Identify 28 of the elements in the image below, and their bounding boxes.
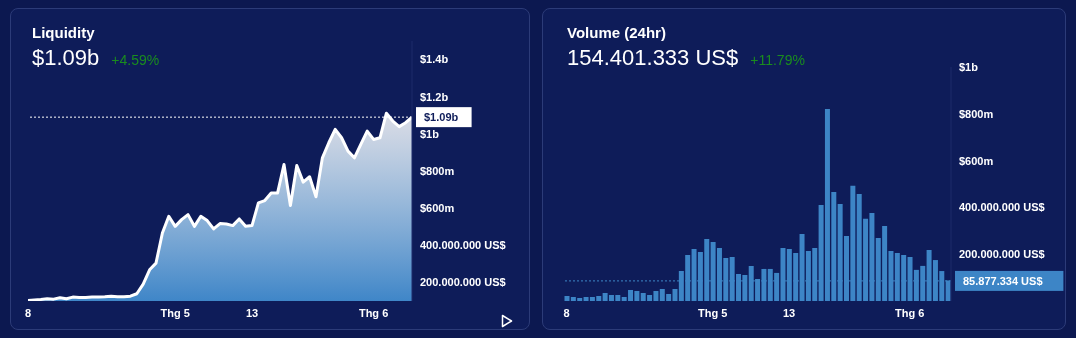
x-tick-label: Thg 6: [358, 306, 389, 319]
y-tick-label: 400.000.000 US$: [959, 201, 1045, 214]
x-tick-label: 13: [782, 306, 796, 319]
y-tick-label: $600m: [959, 154, 994, 167]
chart-subtitle: 154.401.333 US$: [567, 45, 739, 71]
chart-subtitle: $1.09b: [32, 45, 100, 71]
y-tick-label: 400.000.000 US$: [420, 239, 506, 252]
x-tick-label: 8: [563, 306, 570, 319]
annotation: +4.59%: [111, 52, 160, 68]
y-tick-label: $1.2b: [420, 90, 449, 103]
x-tick-label: 8: [24, 306, 32, 319]
ref-line-label: $1.09b: [424, 111, 459, 124]
y-tick-label: 200.000.000 US$: [420, 276, 506, 289]
y-tick-label: $1.4b: [420, 53, 449, 66]
y-tick-label: $600m: [420, 202, 455, 215]
x-tick-label: Thg 5: [160, 306, 190, 319]
x-tick-label: 13: [245, 306, 259, 319]
chart-title: Liquidity: [32, 24, 96, 41]
y-tick-label: $800m: [420, 164, 455, 177]
annotation: +11.79%: [750, 52, 805, 68]
y-tick-label: $1b: [420, 127, 440, 140]
y-tick-label: $1b: [959, 60, 979, 73]
x-tick-label: Thg 5: [698, 306, 728, 319]
y-tick-label: $800m: [959, 107, 994, 120]
chart-title: Volume (24hr): [567, 24, 667, 41]
y-tick-label: 200.000.000 US$: [959, 248, 1045, 261]
ref-line-label: 85.877.334 US$: [963, 274, 1043, 287]
x-tick-label: Thg 6: [895, 306, 925, 319]
